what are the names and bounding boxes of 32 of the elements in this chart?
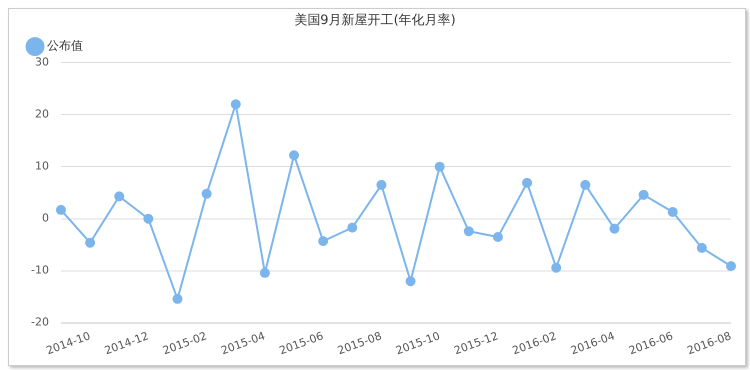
y-tick-label: 20 xyxy=(34,108,49,121)
point xyxy=(143,214,154,224)
y-tick-label: -20 xyxy=(31,316,49,329)
point xyxy=(464,226,474,236)
point xyxy=(260,268,270,278)
y-tick-label: 30 xyxy=(34,55,49,68)
point xyxy=(638,190,649,200)
chart-title: 美国9月新屋开工(年化月率) xyxy=(294,12,456,28)
point xyxy=(318,236,328,246)
point xyxy=(551,262,562,273)
point xyxy=(85,238,96,248)
point xyxy=(230,99,241,110)
point xyxy=(522,178,532,188)
point xyxy=(726,261,736,272)
point xyxy=(114,191,124,202)
point xyxy=(172,294,182,304)
y-tick-label: -10 xyxy=(31,264,49,277)
point xyxy=(56,204,66,215)
point xyxy=(347,222,358,233)
point xyxy=(289,150,300,160)
point xyxy=(580,180,590,190)
legend-label: 公布值 xyxy=(47,38,83,53)
point xyxy=(696,242,707,253)
point xyxy=(492,232,503,242)
point xyxy=(376,180,386,190)
point xyxy=(668,207,678,217)
y-tick-label: 10 xyxy=(34,160,49,173)
point xyxy=(406,276,416,286)
point xyxy=(609,224,620,234)
point xyxy=(434,162,445,172)
y-tick-label: 0 xyxy=(42,212,49,225)
point xyxy=(202,188,212,199)
